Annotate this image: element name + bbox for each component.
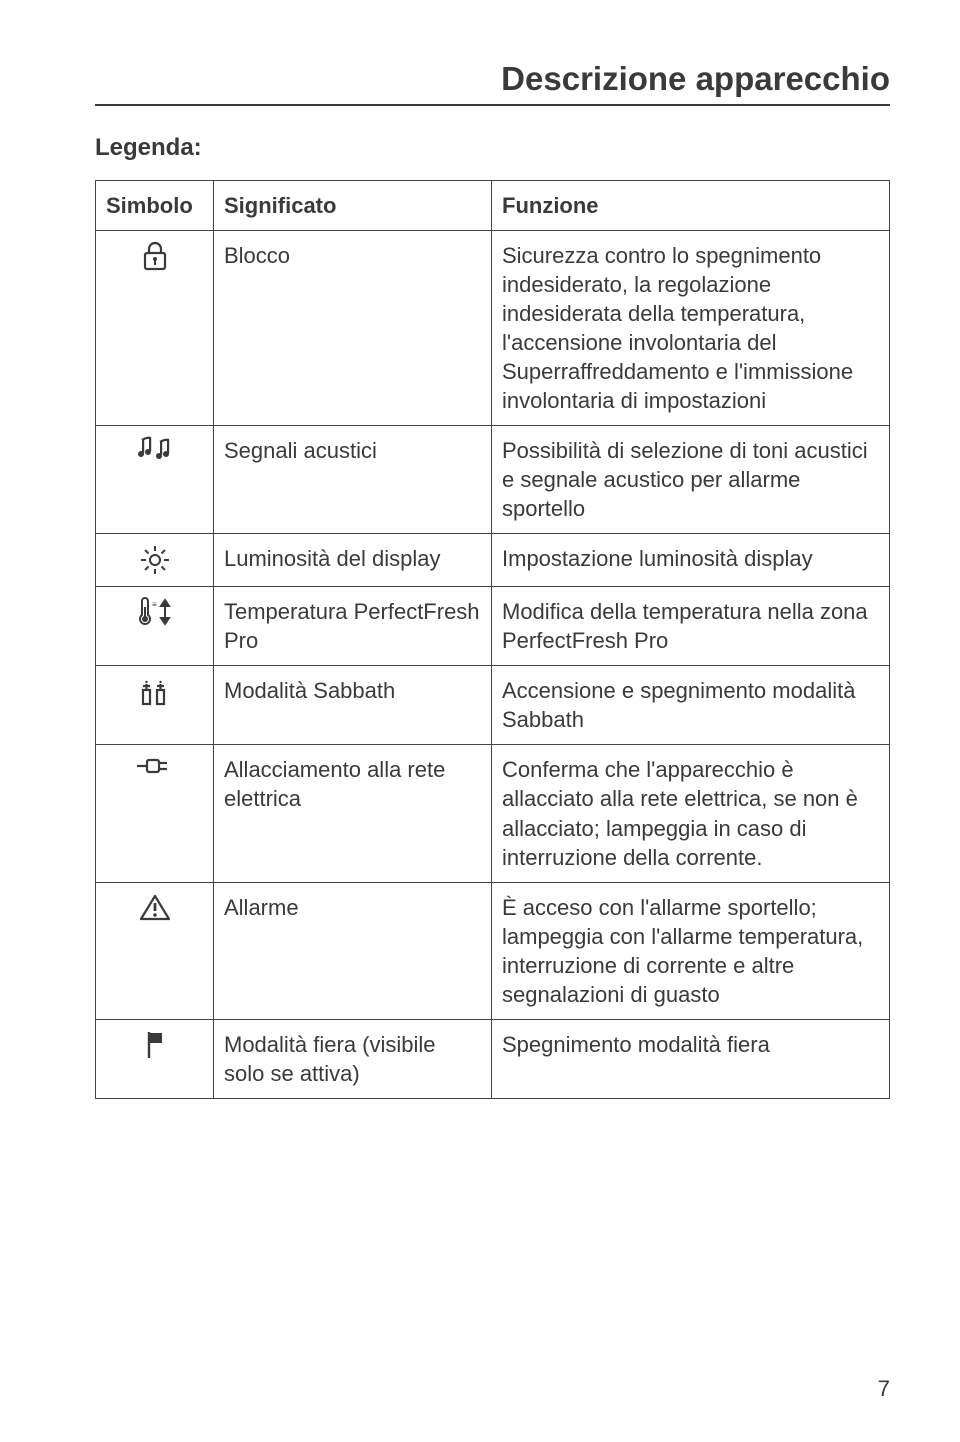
function-cell: Accensione e spegnimento modalità Sabbat… bbox=[492, 666, 890, 745]
brightness-icon bbox=[139, 544, 171, 576]
header-symbol: Simbolo bbox=[96, 181, 214, 231]
symbol-cell bbox=[96, 882, 214, 1019]
function-cell: Conferma che l'apparecchio è allacciato … bbox=[492, 745, 890, 882]
page-number: 7 bbox=[878, 1376, 890, 1402]
meaning-cell: Modalità fiera (visibile solo se attiva) bbox=[214, 1019, 492, 1098]
meaning-cell: Allarme bbox=[214, 882, 492, 1019]
header-function: Funzione bbox=[492, 181, 890, 231]
table-row: Modalità fiera (visibile solo se attiva)… bbox=[96, 1019, 890, 1098]
meaning-cell: Blocco bbox=[214, 231, 492, 426]
page-container: Descrizione apparecchio Legenda: Simbolo… bbox=[0, 0, 960, 1442]
table-row: Luminosità del display Impostazione lumi… bbox=[96, 534, 890, 587]
svg-text:≡: ≡ bbox=[152, 600, 157, 609]
lock-icon bbox=[141, 241, 169, 271]
table-row: Allacciamento alla rete elettrica Confer… bbox=[96, 745, 890, 882]
legend-heading: Legenda: bbox=[95, 134, 890, 162]
legend-table: Simbolo Significato Funzione Blocco Sicu… bbox=[95, 180, 890, 1099]
symbol-cell bbox=[96, 745, 214, 882]
meaning-cell: Temperatura PerfectFresh Pro bbox=[214, 587, 492, 666]
function-cell: Sicurezza contro lo spegnimento indeside… bbox=[492, 231, 890, 426]
alarm-icon bbox=[139, 893, 171, 921]
sound-icon bbox=[137, 436, 173, 464]
meaning-cell: Luminosità del display bbox=[214, 534, 492, 587]
symbol-cell bbox=[96, 426, 214, 534]
sabbath-icon bbox=[139, 676, 171, 706]
symbol-cell bbox=[96, 534, 214, 587]
table-row: Modalità Sabbath Accensione e spegniment… bbox=[96, 666, 890, 745]
symbol-cell bbox=[96, 231, 214, 426]
fiera-icon bbox=[144, 1030, 166, 1060]
meaning-cell: Allacciamento alla rete elettrica bbox=[214, 745, 492, 882]
function-cell: Spegnimento modalità fiera bbox=[492, 1019, 890, 1098]
table-row: Segnali acustici Possibilità di selezion… bbox=[96, 426, 890, 534]
function-cell: Impostazione luminosità display bbox=[492, 534, 890, 587]
temperature-icon: ≡ bbox=[135, 597, 175, 627]
meaning-cell: Modalità Sabbath bbox=[214, 666, 492, 745]
symbol-cell: ≡ bbox=[96, 587, 214, 666]
header-meaning: Significato bbox=[214, 181, 492, 231]
plug-icon bbox=[135, 755, 175, 777]
function-cell: È acceso con l'allarme sportello; lampeg… bbox=[492, 882, 890, 1019]
table-row: ≡ Temperatura PerfectFresh Pro Modifica … bbox=[96, 587, 890, 666]
title-rule bbox=[95, 104, 890, 106]
table-header-row: Simbolo Significato Funzione bbox=[96, 181, 890, 231]
symbol-cell bbox=[96, 666, 214, 745]
table-row: Blocco Sicurezza contro lo spegnimento i… bbox=[96, 231, 890, 426]
page-title: Descrizione apparecchio bbox=[95, 60, 890, 98]
table-row: Allarme È acceso con l'allarme sportello… bbox=[96, 882, 890, 1019]
function-cell: Modifica della temperatura nella zona Pe… bbox=[492, 587, 890, 666]
function-cell: Possibilità di selezione di toni acustic… bbox=[492, 426, 890, 534]
meaning-cell: Segnali acustici bbox=[214, 426, 492, 534]
symbol-cell bbox=[96, 1019, 214, 1098]
